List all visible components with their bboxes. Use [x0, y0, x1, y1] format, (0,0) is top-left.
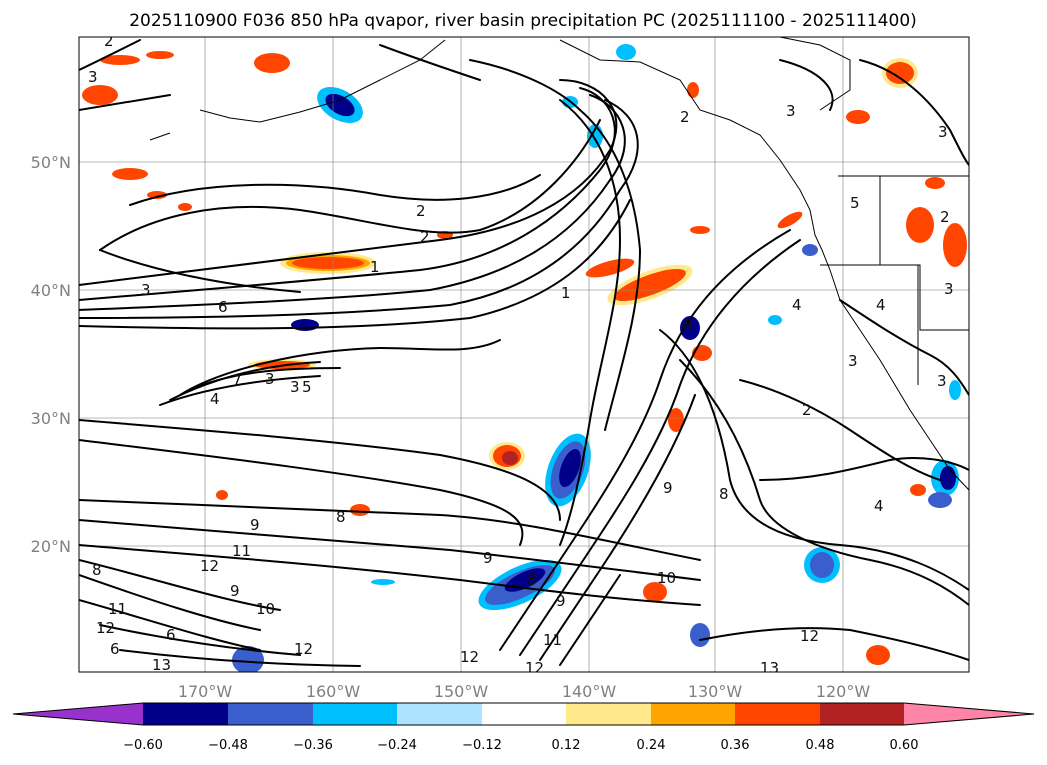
- precip-positive: [82, 51, 967, 665]
- contour-label: 1: [370, 258, 380, 276]
- contour-label: 13: [760, 659, 779, 677]
- contour-label: 10: [657, 569, 676, 587]
- contour-label: 12: [525, 659, 544, 677]
- colorbar-segment: [735, 703, 820, 725]
- contour-label: 3: [937, 372, 947, 390]
- colorbar-segment: [566, 703, 651, 725]
- lon-label-130w: 130°W: [688, 682, 743, 701]
- latitude-labels: 50°N 40°N 30°N 20°N: [31, 153, 71, 556]
- lat-label-20n: 20°N: [31, 537, 71, 556]
- contour-label: 8: [336, 508, 346, 526]
- contour-label: 2: [104, 32, 114, 50]
- colorbar-segment: [228, 703, 313, 725]
- precip-negative: [232, 44, 961, 672]
- contour-label: 3: [265, 370, 275, 388]
- contour-labels: 2 3 2 2 3 3 3 6 3 1 8 1 2 5 3 7 4 5 3 2 …: [88, 32, 954, 677]
- colorbar-tick-label: −0.48: [208, 738, 248, 753]
- contour-label: 12: [800, 627, 819, 645]
- contour-label: 10: [256, 600, 275, 618]
- contour-label: 12: [294, 640, 313, 658]
- colorbar-outline: [12, 702, 1035, 726]
- contour-label: 3: [141, 281, 151, 299]
- map-content: 2 3 2 2 3 3 3 6 3 1 8 1 2 5 3 7 4 5 3 2 …: [79, 32, 969, 677]
- lat-label-40n: 40°N: [31, 281, 71, 300]
- contour-label: 13: [152, 656, 171, 674]
- colorbar-tick-label: 0.36: [721, 738, 750, 753]
- contour-label: 9: [250, 516, 260, 534]
- colorbar-segment: [820, 703, 904, 725]
- lon-label-140w: 140°W: [562, 682, 617, 701]
- contour-label: 9: [230, 582, 240, 600]
- contour-label: 9: [483, 549, 493, 567]
- contour-label: 3: [944, 280, 954, 298]
- lon-label-170w: 170°W: [178, 682, 233, 701]
- colorbar-segment: [313, 703, 397, 725]
- lat-label-50n: 50°N: [31, 153, 71, 172]
- contour-label: 2: [420, 228, 430, 246]
- contour-label: 12: [96, 619, 115, 637]
- contour-label: 6: [218, 298, 228, 316]
- colorbar-tick-label: −0.60: [123, 738, 163, 753]
- contour-label: 5: [850, 194, 860, 212]
- contour-label: 3: [290, 378, 300, 396]
- colorbar-tick-label: 0.24: [637, 738, 666, 753]
- contour-label: 7: [232, 372, 242, 390]
- colorbar-extend-high: [904, 703, 1034, 725]
- contour-label: 12: [460, 648, 479, 666]
- contour-label: 9: [556, 592, 566, 610]
- lat-label-30n: 30°N: [31, 409, 71, 428]
- lon-label-150w: 150°W: [434, 682, 489, 701]
- lon-label-120w: 120°W: [816, 682, 871, 701]
- contour-label: 11: [543, 631, 562, 649]
- contour-label: 5: [302, 378, 312, 396]
- contour-label: 3: [848, 352, 858, 370]
- contour-label: 4: [210, 390, 220, 408]
- contour-label: 11: [232, 542, 251, 560]
- coastlines: [149, 37, 969, 491]
- contour-label: 12: [200, 557, 219, 575]
- contour-label: 4: [874, 497, 884, 515]
- contour-label: 9: [663, 479, 673, 497]
- contour-label: 8: [92, 561, 102, 579]
- contour-label: 2: [802, 401, 812, 419]
- contour-label: 6: [110, 640, 120, 658]
- longitude-labels: 170°W 160°W 150°W 140°W 130°W 120°W: [178, 682, 871, 701]
- colorbar-tick-label: 0.60: [890, 738, 919, 753]
- contour-label: 1: [561, 284, 571, 302]
- qvapor-contours: [79, 39, 969, 667]
- contour-label: 4: [792, 296, 802, 314]
- figure-title: 2025110900 F036 850 hPa qvapor, river ba…: [129, 11, 917, 31]
- contour-label: 6: [166, 626, 176, 644]
- colorbar-segment: [143, 703, 228, 725]
- colorbar-tick-label: −0.36: [293, 738, 333, 753]
- contour-label: 11: [108, 600, 127, 618]
- lon-label-160w: 160°W: [306, 682, 361, 701]
- colorbar-segment: [482, 703, 566, 725]
- colorbar-tick-label: 0.48: [806, 738, 835, 753]
- contour-label: 8: [683, 316, 693, 334]
- colorbar-tick-label: 0.12: [552, 738, 581, 753]
- colorbar: −0.60 −0.48 −0.36 −0.24 −0.12 0.12 0.24 …: [12, 702, 1035, 753]
- contour-label: 4: [876, 296, 886, 314]
- colorbar-tick-labels: −0.60 −0.48 −0.36 −0.24 −0.12 0.12 0.24 …: [123, 738, 918, 753]
- colorbar-segment: [397, 703, 482, 725]
- contour-label: 3: [786, 102, 796, 120]
- contour-label: 8: [527, 571, 537, 589]
- colorbar-tick-label: −0.24: [377, 738, 417, 753]
- colorbar-tick-label: −0.12: [462, 738, 502, 753]
- contour-label: 2: [680, 108, 690, 126]
- colorbar-segment: [651, 703, 735, 725]
- contour-label: 3: [88, 68, 98, 86]
- map-frame: [78, 36, 970, 673]
- colorbar-extend-low: [13, 703, 143, 725]
- contour-label: 2: [940, 208, 950, 226]
- contour-label: 8: [719, 485, 729, 503]
- contour-label: 3: [938, 123, 948, 141]
- contour-label: 2: [416, 202, 426, 220]
